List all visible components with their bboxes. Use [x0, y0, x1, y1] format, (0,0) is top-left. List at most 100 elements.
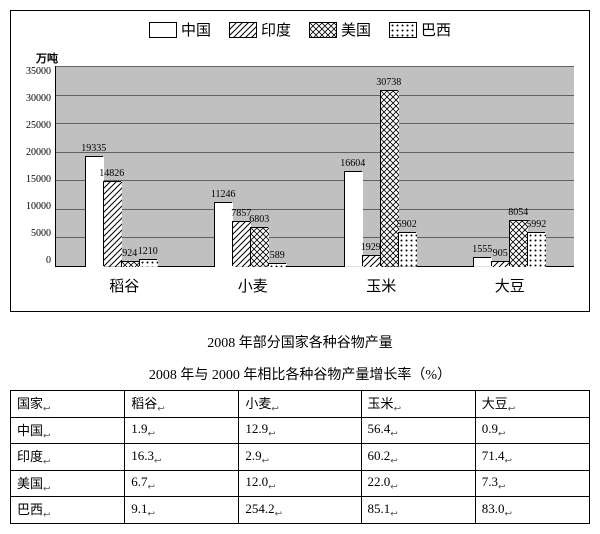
- table-cell: 60.2↩: [361, 444, 475, 471]
- x-axis: 稻谷小麦玉米大豆: [60, 267, 574, 296]
- bar: 5902: [398, 232, 416, 266]
- table-cell: 0.9↩: [475, 417, 589, 444]
- y-tick: 30000: [26, 93, 51, 104]
- table-cell: 中国↩: [11, 417, 125, 444]
- bar-value: 7857: [231, 208, 251, 219]
- legend-swatch: [149, 22, 177, 38]
- table-cell: 16.3↩: [125, 444, 239, 471]
- table-body: 国家↩稻谷↩小麦↩玉米↩大豆↩中国↩1.9↩12.9↩56.4↩0.9↩印度↩1…: [11, 391, 590, 524]
- bar: 30738: [380, 90, 398, 266]
- legend: 中国 印度 美国 巴西: [26, 19, 574, 40]
- legend-swatch: [389, 22, 417, 38]
- table-cell: 254.2↩: [239, 497, 361, 524]
- y-tick: 10000: [26, 201, 51, 212]
- bar-value: 1210: [138, 246, 158, 257]
- bar: 924: [121, 261, 139, 266]
- table-header-cell: 玉米↩: [361, 391, 475, 418]
- growth-table: 国家↩稻谷↩小麦↩玉米↩大豆↩中国↩1.9↩12.9↩56.4↩0.9↩印度↩1…: [10, 390, 590, 524]
- legend-item: 中国: [149, 19, 211, 40]
- bar: 7857: [232, 221, 250, 266]
- bar-value: 589: [270, 250, 285, 261]
- bar-groups: 1933514826924121011246785768035891660419…: [56, 66, 574, 266]
- table-row: 印度↩16.3↩2.9↩60.2↩71.4↩: [11, 444, 590, 471]
- bar: 1210: [139, 259, 157, 266]
- bar-value: 1555: [472, 244, 492, 255]
- bar-value: 30738: [376, 77, 401, 88]
- bar-group: 19335148269241210: [56, 66, 186, 266]
- legend-label: 印度: [261, 19, 291, 40]
- legend-label: 中国: [181, 19, 211, 40]
- table-cell: 71.4↩: [475, 444, 589, 471]
- legend-label: 美国: [341, 19, 371, 40]
- x-tick: 小麦: [189, 267, 318, 296]
- bar-value: 5992: [526, 219, 546, 230]
- table-cell: 9.1↩: [125, 497, 239, 524]
- table-cell: 1.9↩: [125, 417, 239, 444]
- legend-item: 印度: [229, 19, 291, 40]
- table-title: 2008 年与 2000 年相比各种谷物产量增长率（%）: [10, 364, 590, 384]
- bar-value: 924: [122, 248, 137, 259]
- x-tick: 玉米: [317, 267, 446, 296]
- table-cell: 6.7↩: [125, 470, 239, 497]
- y-tick: 5000: [31, 228, 51, 239]
- bar: 1555: [473, 257, 491, 266]
- bar-group: 155590580545992: [445, 66, 575, 266]
- table-row: 国家↩稻谷↩小麦↩玉米↩大豆↩: [11, 391, 590, 418]
- table-cell: 巴西↩: [11, 497, 125, 524]
- y-tick: 0: [46, 255, 51, 266]
- bar-value: 1929: [361, 242, 381, 253]
- bar-group: 166041929307385902: [315, 66, 445, 266]
- bar-value: 19335: [81, 143, 106, 154]
- chart-plot: 1933514826924121011246785768035891660419…: [55, 66, 574, 267]
- bar: 16604: [344, 171, 362, 266]
- x-tick: 稻谷: [60, 267, 189, 296]
- bar-value: 14826: [99, 168, 124, 179]
- table-header-cell: 大豆↩: [475, 391, 589, 418]
- y-tick: 20000: [26, 147, 51, 158]
- chart-caption: 2008 年部分国家各种谷物产量: [10, 332, 590, 352]
- y-axis: 35000300002500020000150001000050000: [26, 66, 55, 266]
- table-row: 中国↩1.9↩12.9↩56.4↩0.9↩: [11, 417, 590, 444]
- table-cell: 56.4↩: [361, 417, 475, 444]
- chart-container: 中国印度美国巴西 万吨 3500030000250002000015000100…: [10, 10, 590, 312]
- table-cell: 美国↩: [11, 470, 125, 497]
- bar: 14826: [103, 181, 121, 266]
- plot-area: 35000300002500020000150001000050000 1933…: [26, 66, 574, 267]
- legend-label: 巴西: [421, 19, 451, 40]
- legend-item: 巴西: [389, 19, 451, 40]
- bar-value: 5902: [397, 219, 417, 230]
- bar: 5992: [527, 232, 545, 266]
- bar: 8054: [509, 220, 527, 266]
- bar: 1929: [362, 255, 380, 266]
- table-cell: 印度↩: [11, 444, 125, 471]
- table-header-cell: 小麦↩: [239, 391, 361, 418]
- table-cell: 22.0↩: [361, 470, 475, 497]
- bar-value: 8054: [508, 207, 528, 218]
- table-header-cell: 国家↩: [11, 391, 125, 418]
- bar-value: 11246: [211, 189, 236, 200]
- legend-swatch: [309, 22, 337, 38]
- bar-value: 6803: [249, 214, 269, 225]
- x-tick: 大豆: [446, 267, 575, 296]
- y-tick: 15000: [26, 174, 51, 185]
- table-row: 美国↩6.7↩12.0↩22.0↩7.3↩: [11, 470, 590, 497]
- bar: 6803: [250, 227, 268, 266]
- table-cell: 12.0↩: [239, 470, 361, 497]
- table-cell: 85.1↩: [361, 497, 475, 524]
- bar-group: 1124678576803589: [186, 66, 316, 266]
- bar: 905: [491, 261, 509, 266]
- bar: 11246: [214, 202, 232, 266]
- table-row: 巴西↩9.1↩254.2↩85.1↩83.0↩: [11, 497, 590, 524]
- legend-item: 美国: [309, 19, 371, 40]
- y-tick: 35000: [26, 66, 51, 77]
- table-header-cell: 稻谷↩: [125, 391, 239, 418]
- legend-swatch: [229, 22, 257, 38]
- table-cell: 7.3↩: [475, 470, 589, 497]
- table-cell: 2.9↩: [239, 444, 361, 471]
- bar: 589: [268, 263, 286, 266]
- table-cell: 12.9↩: [239, 417, 361, 444]
- table-cell: 83.0↩: [475, 497, 589, 524]
- bar-value: 16604: [340, 158, 365, 169]
- bar-value: 905: [493, 248, 508, 259]
- y-axis-unit: 万吨: [36, 50, 574, 66]
